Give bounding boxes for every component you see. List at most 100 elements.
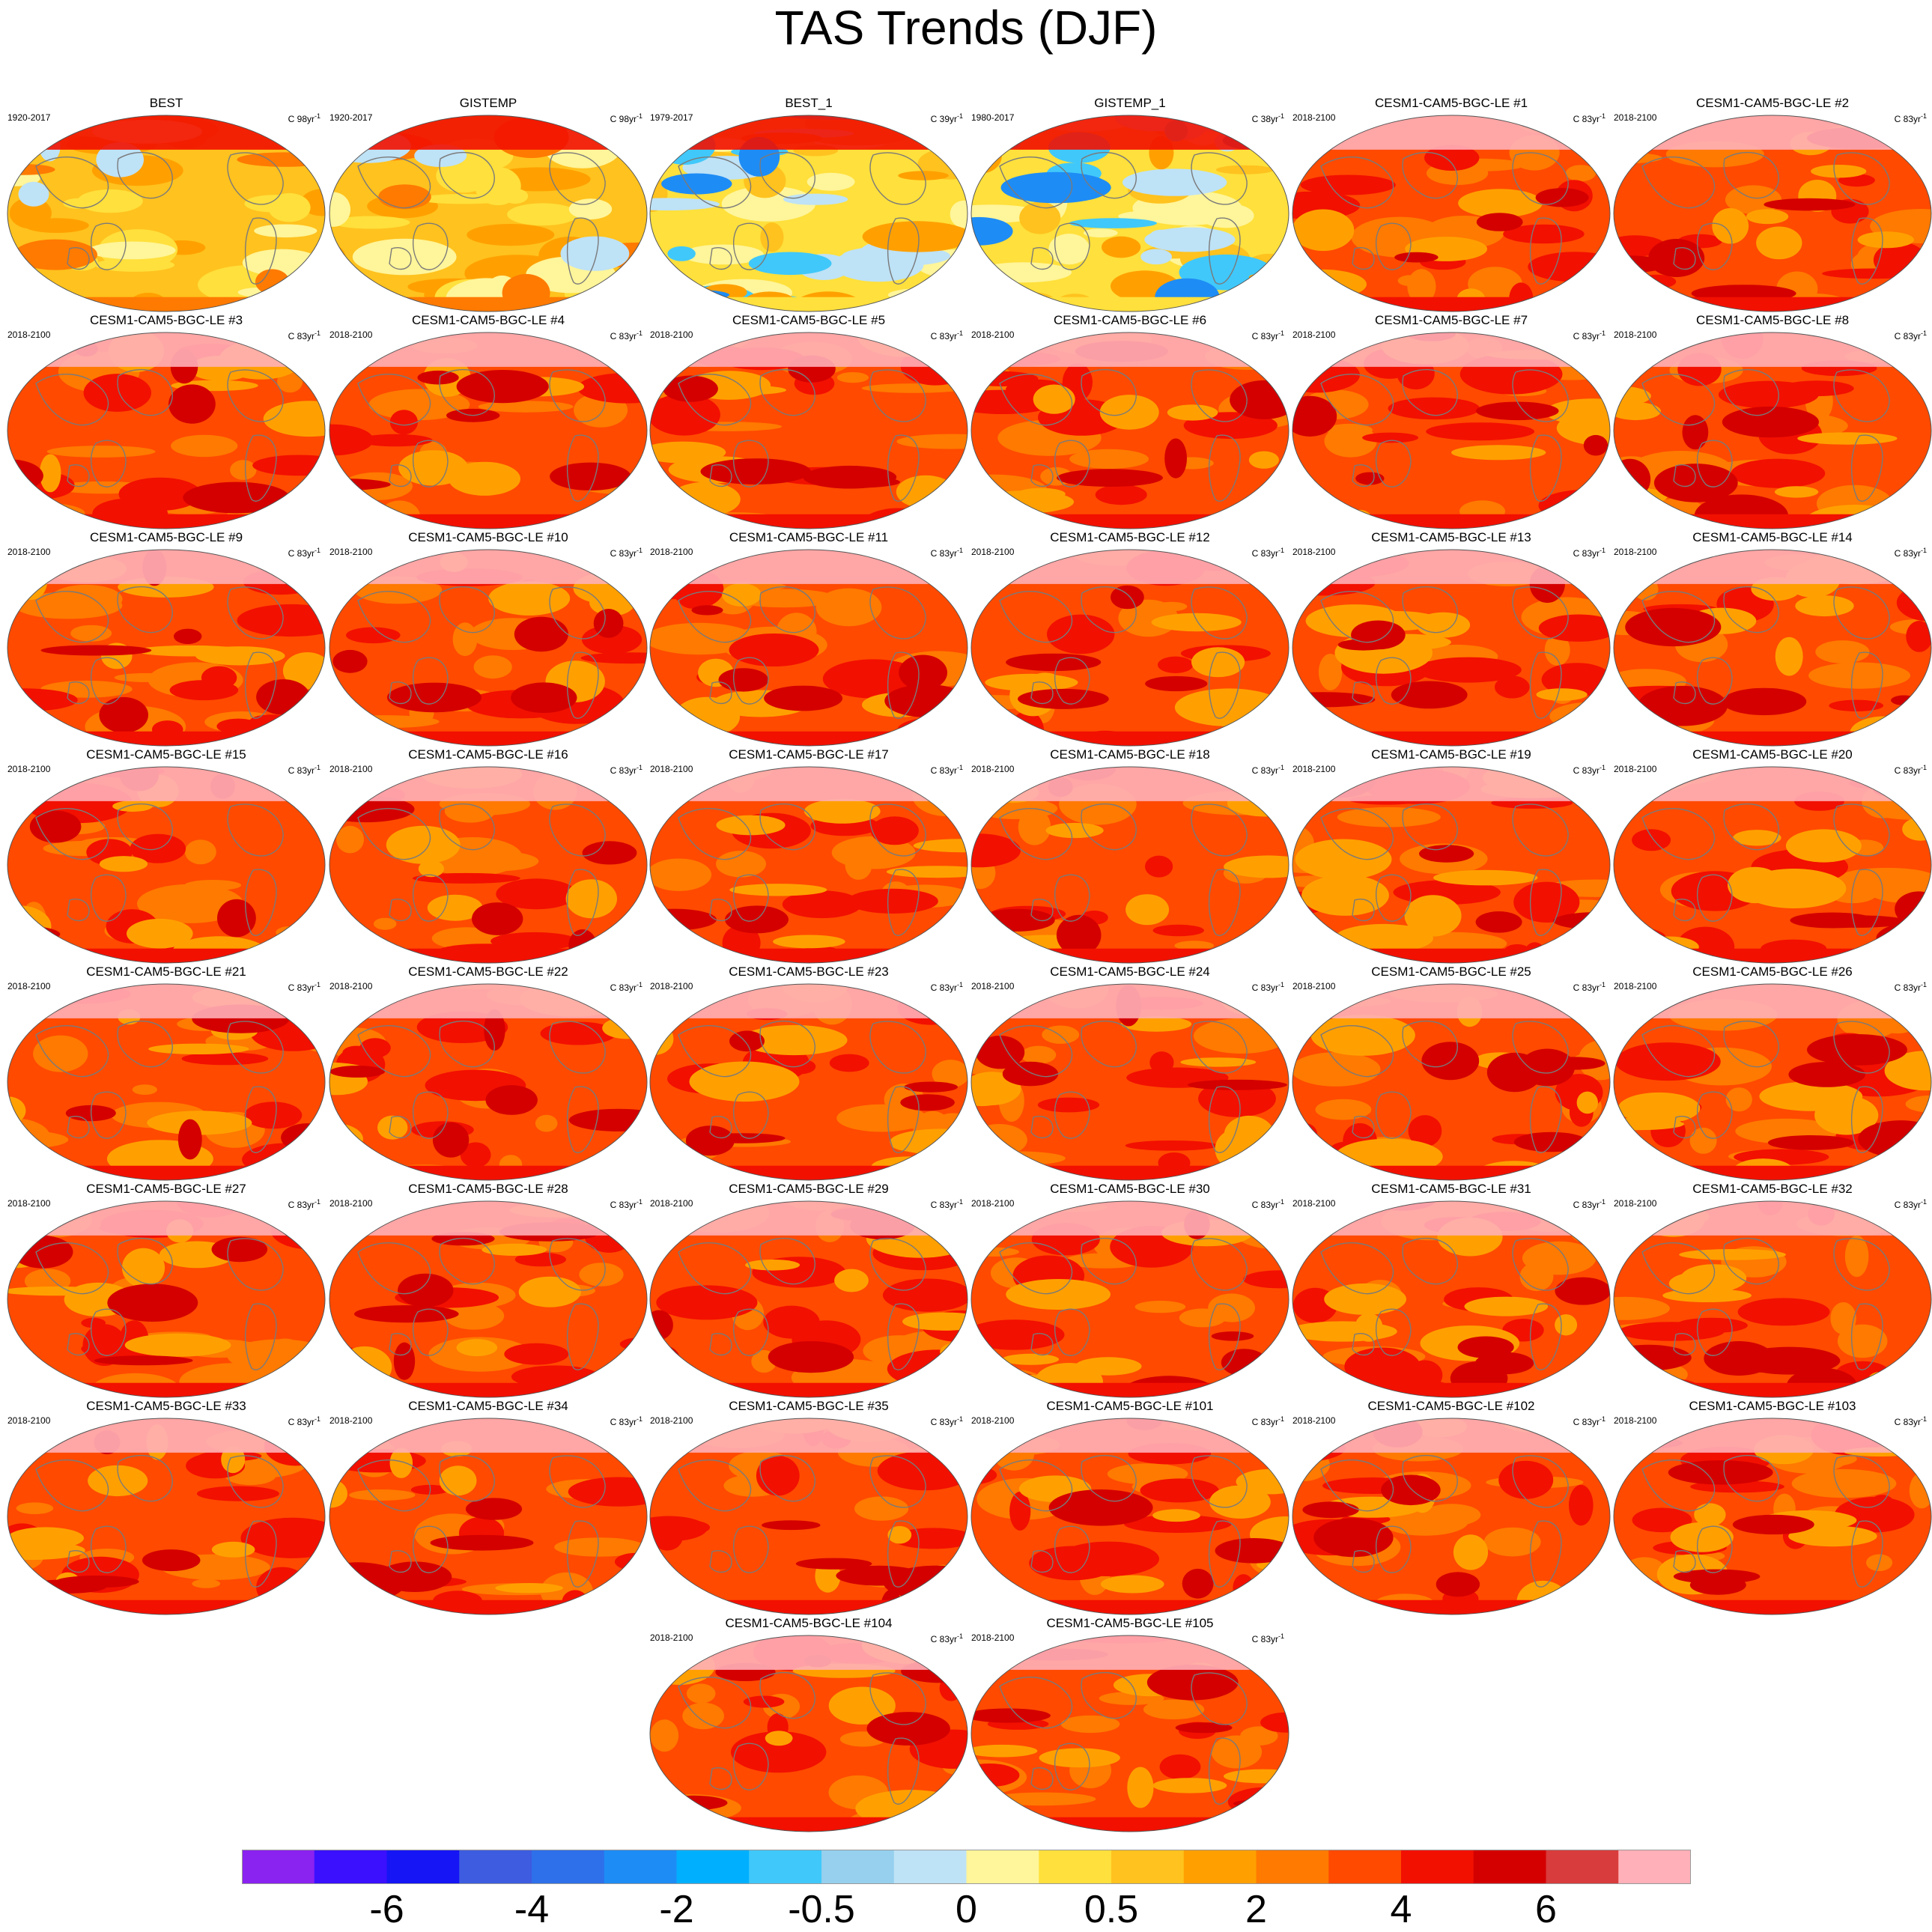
panel-units: C 83yr-1 bbox=[1252, 762, 1284, 776]
panel-period: 2018-2100 bbox=[1614, 1198, 1656, 1209]
trend-region bbox=[486, 1085, 538, 1115]
trend-region bbox=[970, 945, 1051, 965]
trend-region bbox=[168, 384, 216, 423]
trend-region bbox=[862, 383, 967, 393]
trend-region bbox=[1388, 398, 1480, 420]
trend-region bbox=[729, 1030, 765, 1051]
trend-map bbox=[648, 331, 969, 530]
colorbar-tick-label: 0.5 bbox=[1051, 1887, 1171, 1932]
trend-region bbox=[1351, 621, 1406, 650]
trend-region bbox=[6, 361, 24, 395]
trend-region bbox=[1221, 1349, 1268, 1376]
panel-period: 2018-2100 bbox=[971, 764, 1014, 774]
trend-region bbox=[888, 288, 967, 302]
panel-period: 2018-2100 bbox=[971, 981, 1014, 991]
trend-region bbox=[1233, 344, 1257, 354]
trend-region bbox=[1811, 165, 1866, 177]
trend-map bbox=[648, 548, 969, 747]
trend-region bbox=[1188, 1080, 1287, 1090]
trend-region bbox=[1808, 663, 1910, 689]
trend-region bbox=[1006, 654, 1101, 671]
trend-region bbox=[1230, 952, 1277, 962]
trend-map bbox=[1291, 331, 1611, 530]
panel-units: C 98yr-1 bbox=[288, 111, 321, 124]
trend-map bbox=[1612, 765, 1932, 965]
trend-map bbox=[1291, 1200, 1611, 1399]
panel-units: C 83yr-1 bbox=[1252, 1631, 1284, 1644]
panel-period: 2018-2100 bbox=[329, 764, 372, 774]
panel-units: C 83yr-1 bbox=[1895, 545, 1927, 559]
panel-units: C 39yr-1 bbox=[931, 111, 963, 124]
trend-region bbox=[1047, 615, 1114, 654]
trend-region bbox=[1712, 208, 1749, 244]
trend-region bbox=[648, 1346, 681, 1378]
trend-map bbox=[328, 331, 648, 530]
colorbar-swatch bbox=[749, 1850, 821, 1884]
trend-map bbox=[648, 114, 969, 313]
trend-region bbox=[6, 294, 76, 307]
trend-region bbox=[1654, 464, 1738, 502]
trend-region bbox=[899, 655, 947, 690]
trend-region bbox=[457, 1339, 498, 1356]
trend-map bbox=[970, 331, 1290, 530]
panel-title: CESM1-CAM5-BGC-LE #26 bbox=[1612, 965, 1932, 979]
trend-region bbox=[1615, 1042, 1721, 1081]
trend-region bbox=[256, 679, 310, 714]
trend-region bbox=[433, 1123, 469, 1158]
trend-region bbox=[1102, 237, 1140, 258]
panel-period: 2018-2100 bbox=[7, 329, 50, 340]
panel-title: GISTEMP bbox=[328, 96, 648, 111]
trend-region bbox=[872, 1118, 953, 1128]
trend-region bbox=[883, 1279, 969, 1312]
colorbar-swatch bbox=[894, 1850, 967, 1884]
trend-region bbox=[47, 446, 156, 458]
trend-region bbox=[254, 225, 317, 238]
trend-region bbox=[1795, 595, 1853, 616]
trend-region bbox=[719, 668, 769, 691]
panel-period: 2018-2100 bbox=[329, 1198, 372, 1209]
colorbar-swatch bbox=[1111, 1850, 1184, 1884]
panel-period: 2018-2100 bbox=[650, 1415, 693, 1426]
panel-units: C 83yr-1 bbox=[931, 979, 963, 993]
trend-region bbox=[387, 683, 482, 713]
colorbar-tick-label: -6 bbox=[327, 1887, 447, 1932]
trend-region bbox=[1153, 925, 1204, 936]
trend-region bbox=[970, 571, 991, 595]
trend-region bbox=[1038, 1098, 1099, 1113]
trend-map bbox=[970, 548, 1290, 747]
trend-region bbox=[583, 841, 637, 864]
trend-region bbox=[1145, 856, 1173, 878]
panel-units: C 83yr-1 bbox=[288, 328, 321, 341]
trend-region bbox=[1233, 1574, 1254, 1602]
trend-region bbox=[535, 1115, 558, 1132]
trend-region bbox=[867, 1712, 950, 1746]
trend-region bbox=[604, 1376, 638, 1399]
panel-units: C 38yr-1 bbox=[1252, 111, 1284, 124]
trend-region bbox=[1179, 1308, 1226, 1327]
trend-region bbox=[1126, 1140, 1218, 1151]
trend-region bbox=[970, 1248, 1019, 1257]
panel-title: CESM1-CAM5-BGC-LE #12 bbox=[970, 530, 1290, 545]
trend-region bbox=[1140, 249, 1172, 265]
colorbar-swatch bbox=[677, 1850, 750, 1884]
trend-region bbox=[566, 879, 617, 918]
trend-region bbox=[648, 293, 707, 309]
trend-region bbox=[1476, 402, 1559, 421]
panel-units: C 83yr-1 bbox=[1573, 111, 1606, 124]
panel-period: 1920-2017 bbox=[329, 112, 372, 123]
trend-region bbox=[1417, 613, 1471, 638]
panel-units: C 83yr-1 bbox=[931, 328, 963, 341]
trend-region bbox=[1764, 198, 1855, 211]
trend-region bbox=[598, 733, 648, 747]
trend-region bbox=[701, 458, 811, 484]
trend-region bbox=[631, 1462, 648, 1474]
panel-title: CESM1-CAM5-BGC-LE #11 bbox=[648, 530, 969, 545]
trend-region bbox=[374, 918, 397, 930]
trend-region bbox=[980, 553, 1004, 583]
